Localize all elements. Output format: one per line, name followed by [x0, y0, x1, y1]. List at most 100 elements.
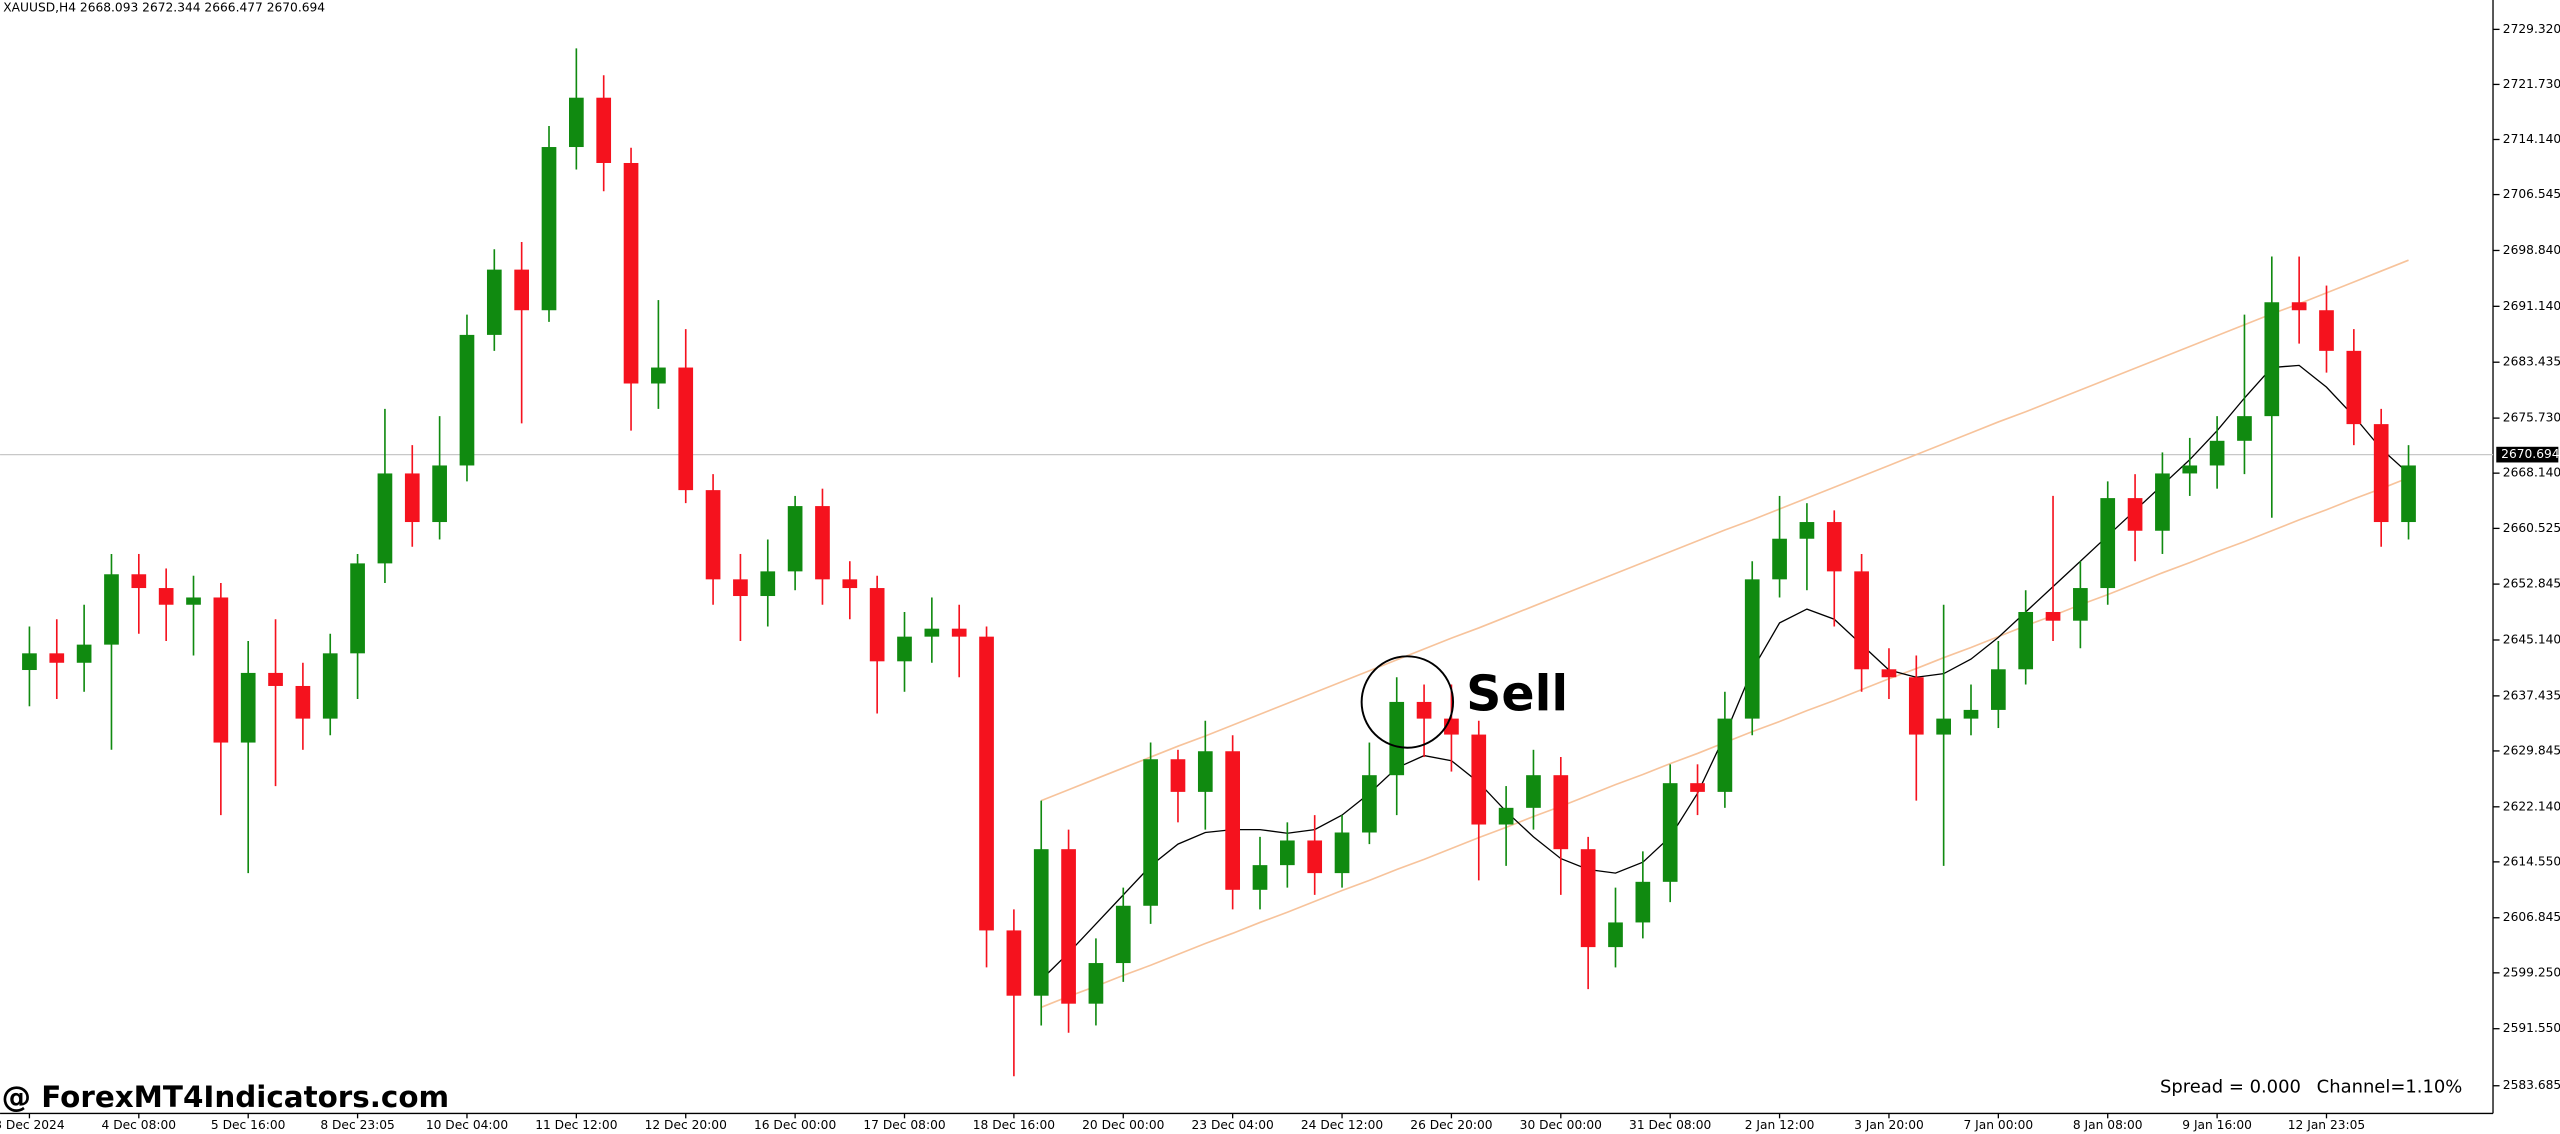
candle-body — [787, 506, 803, 572]
candle-body — [131, 574, 147, 589]
candle-body — [1854, 571, 1869, 670]
spread: Spread = 0.000 — [2160, 1076, 2301, 1097]
candle-body — [1881, 669, 1897, 678]
candle-body — [2073, 588, 2088, 621]
candle-body — [1908, 677, 1924, 735]
candle-body — [1826, 522, 1842, 572]
candle-body — [1471, 734, 1487, 825]
candle-body — [569, 97, 584, 148]
candle-body — [678, 367, 694, 491]
candle-body — [1307, 840, 1323, 874]
candle-body — [322, 653, 338, 719]
candle-body — [1662, 783, 1678, 882]
candle-body — [842, 579, 858, 589]
sell-circle — [1360, 655, 1455, 749]
axes: 2729.320 2721.730 2714.140 2706.545 2698.840… — [0, 22, 2560, 1132]
last-price-box — [2496, 446, 2559, 463]
candle-body — [1963, 709, 1979, 719]
x-tick-label: 3 Dec 2024 — [0, 1118, 65, 1132]
candle-body — [2401, 465, 2416, 523]
candle-body — [2264, 302, 2280, 417]
candle-body — [350, 563, 365, 654]
candle-body — [596, 97, 612, 163]
candle-body — [1334, 832, 1350, 874]
y-tick-label: 2583.685 — [2503, 1078, 2560, 1092]
candle-body — [1143, 759, 1158, 906]
watermark: @ ForexMT4Indicators.com — [2, 1080, 449, 1114]
candle-body — [1225, 751, 1241, 890]
candle-body — [1033, 849, 1049, 996]
candle-body — [1252, 865, 1268, 890]
channel: Channel=1.10% — [2317, 1076, 2463, 1097]
y-tick-label: 2729.320 — [2503, 22, 2560, 36]
x-tick-label: 31 Dec 08:00 — [1629, 1118, 1711, 1132]
chart-title: XAUUSD,H4 2668.093 2672.344 2666.477 267… — [3, 1, 325, 15]
candle-body — [432, 465, 447, 523]
y-tick-label: 2675.730 — [2503, 411, 2560, 425]
y-tick-label: 2629.845 — [2503, 743, 2560, 757]
candle-body — [459, 334, 475, 466]
candle-body — [1115, 905, 1131, 964]
x-tick-label: 12 Jan 23:05 — [2288, 1118, 2365, 1132]
candle-body — [1635, 881, 1651, 923]
candle-body — [1608, 922, 1623, 948]
candle-body — [1772, 538, 1787, 580]
candle-body — [49, 653, 65, 663]
candle-body — [623, 162, 639, 384]
candle-body — [2373, 424, 2389, 523]
candle-body — [2155, 473, 2170, 531]
candle-body — [1362, 775, 1377, 833]
candle-body — [1936, 718, 1951, 735]
candles — [22, 48, 2416, 1077]
candle-body — [22, 653, 37, 671]
candle-body — [1690, 783, 1705, 792]
y-tick-label: 2591.550 — [2503, 1021, 2560, 1035]
candle-body — [1197, 751, 1213, 792]
candle-body — [377, 473, 393, 564]
y-tick-label: 2683.435 — [2503, 355, 2560, 369]
candle-body — [1416, 701, 1432, 719]
x-tick-label: 3 Jan 20:00 — [1854, 1118, 1924, 1132]
candle-body — [2182, 465, 2198, 474]
candle-body — [1990, 669, 2006, 710]
candle-body — [1498, 807, 1514, 825]
candle-body — [158, 588, 174, 605]
x-tick-label: 18 Dec 16:00 — [973, 1118, 1055, 1132]
candle-body — [1799, 522, 1815, 539]
candle-body — [213, 597, 229, 743]
candle-body — [2100, 498, 2116, 589]
x-tick-label: 8 Jan 08:00 — [2073, 1118, 2143, 1132]
candle-body — [541, 147, 557, 311]
x-tick-label: 23 Dec 04:00 — [1192, 1118, 1274, 1132]
candle-body — [514, 269, 530, 311]
candle-body — [2237, 416, 2252, 441]
candle-body — [2209, 440, 2225, 466]
candle-body — [760, 571, 776, 597]
candle-body — [2291, 302, 2307, 311]
candle-body — [733, 579, 748, 597]
x-tick-label: 4 Dec 08:00 — [102, 1118, 177, 1132]
x-tick-label: 26 Dec 20:00 — [1410, 1118, 1492, 1132]
x-tick-label: 2 Jan 12:00 — [1745, 1118, 1815, 1132]
candle-body — [486, 269, 502, 335]
y-tick-label: 2622.140 — [2503, 799, 2560, 813]
annotation: Sell — [1466, 666, 1568, 723]
y-tick-label: 2599.250 — [2503, 965, 2560, 979]
candle-body — [2346, 350, 2362, 425]
candle-body — [1717, 718, 1733, 792]
y-tick-label: 2721.730 — [2503, 77, 2560, 91]
y-tick-label: 2614.550 — [2503, 854, 2560, 868]
x-tick-label: 17 Dec 08:00 — [863, 1118, 945, 1132]
x-tick-label: 12 Dec 20:00 — [645, 1118, 727, 1132]
candle-body — [268, 672, 283, 686]
y-tick-label: 2637.435 — [2503, 688, 2560, 702]
candle-body — [1170, 759, 1186, 792]
candle-body — [1006, 930, 1022, 996]
candle-body — [404, 473, 420, 523]
last-price-label: 2670.694 — [2501, 447, 2560, 461]
candle-body — [1088, 963, 1104, 1004]
y-tick-label: 2698.840 — [2503, 243, 2560, 257]
x-tick-label: 5 Dec 16:00 — [211, 1118, 285, 1132]
candle-body — [1061, 849, 1076, 1004]
